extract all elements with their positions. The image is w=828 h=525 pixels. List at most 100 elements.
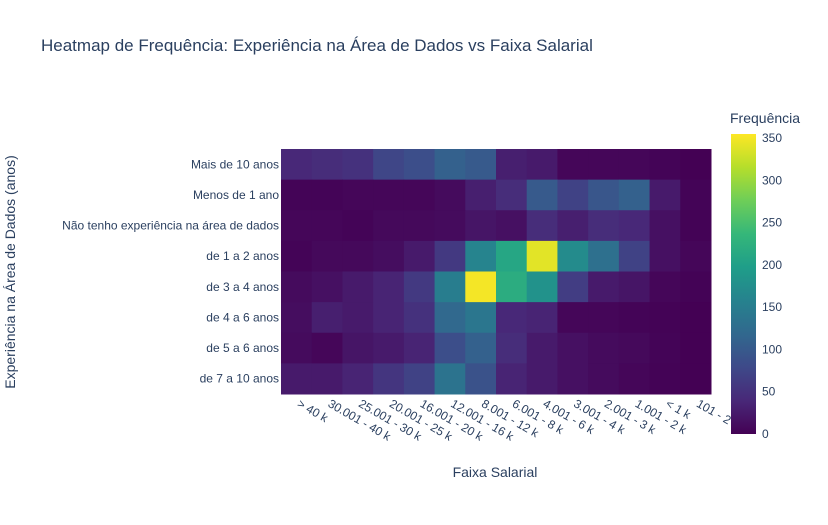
colorbar (731, 134, 756, 434)
heatmap-cell (526, 302, 558, 334)
heatmap-cell (465, 240, 497, 272)
heatmap-cell (588, 271, 620, 303)
colorbar-tick-label: 300 (762, 173, 782, 187)
heatmap-cell (342, 240, 374, 272)
heatmap-cell (649, 363, 681, 395)
heatmap-cell (618, 363, 651, 395)
heatmap-cell (465, 210, 497, 242)
heatmap-cell (680, 149, 712, 181)
heatmap-cell (557, 179, 589, 211)
heatmap-cell (403, 240, 436, 272)
heatmap-cell (649, 302, 681, 334)
y-axis-title: Experiência na Área de Dados (anos) (2, 155, 18, 388)
heatmap-cell (465, 363, 497, 395)
heatmap-cell (311, 149, 343, 181)
heatmap-cell (311, 302, 343, 334)
heatmap-cell (434, 149, 466, 181)
heatmap-cell (526, 210, 558, 242)
colorbar-tick-label: 250 (762, 216, 782, 230)
heatmap-cell (434, 363, 466, 395)
y-tick-label: de 3 a 4 anos (206, 280, 279, 294)
heatmap-cell (496, 332, 528, 364)
colorbar-tick-label: 150 (762, 300, 782, 314)
heatmap-cell (342, 149, 374, 181)
heatmap-cell (588, 210, 620, 242)
heatmap-cell (281, 210, 313, 242)
heatmap-cell (434, 271, 466, 303)
heatmap-cell (618, 271, 651, 303)
heatmap-cell (434, 332, 466, 364)
y-axis-tick-labels: Mais de 10 anos Menos de 1 ano Não tenho e… (62, 157, 279, 385)
colorbar-tick-label: 100 (762, 342, 782, 356)
y-tick-label: de 4 a 6 anos (206, 310, 279, 324)
heatmap-cell (465, 271, 497, 303)
x-axis-title: Faixa Salarial (453, 464, 538, 480)
heatmap-cell (618, 240, 651, 272)
heatmap-cell (373, 363, 405, 395)
heatmap-cell (526, 149, 558, 181)
heatmap-cell (557, 210, 589, 242)
heatmap-cell (434, 302, 466, 334)
heatmap-cell (403, 363, 436, 395)
y-tick-label: Menos de 1 ano (193, 188, 279, 202)
heatmap-cell (557, 240, 589, 272)
heatmap-cell (618, 179, 651, 211)
heatmap-cell (373, 179, 405, 211)
heatmap-cell (342, 363, 374, 395)
colorbar-tick-label: 0 (762, 427, 769, 441)
heatmap-cell (680, 179, 712, 211)
heatmap-cell (311, 271, 343, 303)
heatmap-cell (403, 332, 436, 364)
y-tick-label: Não tenho experiência na área de dados (62, 219, 279, 233)
heatmap-cell (649, 271, 681, 303)
heatmap-cell (496, 302, 528, 334)
heatmap-cell (680, 271, 712, 303)
heatmap-cell (649, 179, 681, 211)
heatmap-cell (557, 271, 589, 303)
y-tick-label: de 5 a 6 anos (206, 341, 279, 355)
colorbar-tick-label: 350 (762, 131, 782, 145)
heatmap-cell (618, 302, 651, 334)
heatmap-cell (342, 179, 374, 211)
heatmap-cell (680, 302, 712, 334)
heatmap-cell (281, 363, 313, 395)
y-tick-label: de 1 a 2 anos (206, 249, 279, 263)
heatmap-cell (403, 149, 436, 181)
heatmap-cell (496, 271, 528, 303)
heatmap-cell (588, 179, 620, 211)
heatmap-cell (403, 302, 436, 334)
heatmap-cell (588, 363, 620, 395)
heatmap-cells (281, 149, 712, 395)
heatmap-cell (281, 271, 313, 303)
x-tick-label: 101 - 2 (694, 396, 734, 427)
heatmap-cell (680, 332, 712, 364)
heatmap-cell (526, 240, 558, 272)
heatmap-cell (465, 332, 497, 364)
y-tick-label: de 7 a 10 anos (200, 372, 279, 386)
heatmap-cell (526, 363, 558, 395)
heatmap-cell (465, 149, 497, 181)
heatmap-cell (373, 210, 405, 242)
colorbar-tick-label: 200 (762, 258, 782, 272)
heatmap-cell (680, 363, 712, 395)
heatmap-cell (588, 240, 620, 272)
heatmap-cell (403, 271, 436, 303)
heatmap-cell (342, 332, 374, 364)
heatmap-cell (557, 302, 589, 334)
heatmap-cell (434, 210, 466, 242)
heatmap-cell (281, 149, 313, 181)
heatmap-cell (281, 332, 313, 364)
heatmap-cell (618, 149, 651, 181)
heatmap-cell (588, 149, 620, 181)
heatmap-cell (342, 302, 374, 334)
heatmap-cell (311, 179, 343, 211)
x-axis-tick-labels: > 40 k30.001 - 40 k25.001 - 30 k20.001 -… (295, 396, 734, 444)
heatmap-cell (373, 271, 405, 303)
heatmap-cell (311, 363, 343, 395)
heatmap-cell (342, 271, 374, 303)
heatmap-cell (281, 302, 313, 334)
heatmap-cell (373, 240, 405, 272)
heatmap-cell (680, 210, 712, 242)
heatmap-cell (588, 302, 620, 334)
